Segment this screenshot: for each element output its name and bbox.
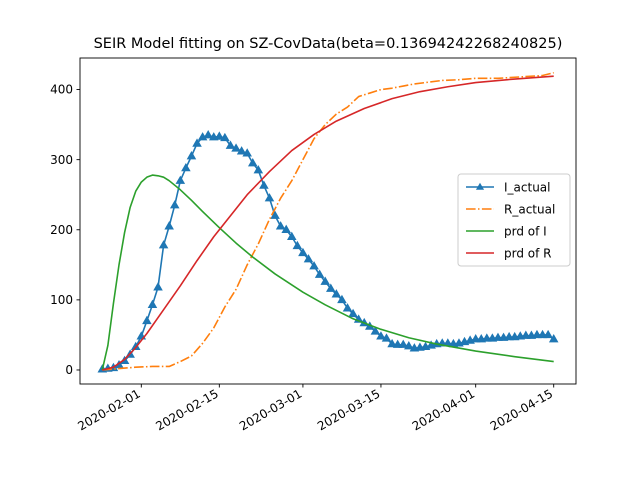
series-line-r-actual: [102, 71, 554, 371]
data-point-i-actual: [309, 261, 319, 270]
data-point-i-actual: [225, 140, 236, 149]
y-tick-label: 300: [50, 153, 73, 167]
legend-box: [457, 173, 571, 267]
data-point-i-actual: [370, 326, 381, 335]
data-point-i-actual: [521, 330, 531, 339]
data-point-i-actual: [192, 138, 202, 147]
plot-area: [97, 71, 559, 373]
data-point-i-actual: [532, 329, 542, 339]
data-point-i-actual: [175, 175, 186, 184]
data-point-i-actual: [493, 332, 503, 341]
data-point-i-actual: [181, 162, 191, 172]
data-point-i-actual: [236, 146, 247, 155]
data-point-i-actual: [281, 224, 291, 233]
data-point-i-actual: [543, 329, 553, 339]
data-point-i-actual: [470, 334, 481, 343]
y-tick-label: 200: [50, 223, 73, 237]
data-point-i-actual: [303, 254, 314, 263]
data-point-i-actual: [348, 308, 358, 318]
data-point-i-actual: [164, 221, 174, 230]
data-point-i-actual: [392, 339, 403, 348]
data-point-i-actual: [247, 158, 258, 167]
data-point-i-actual: [286, 231, 297, 240]
data-point-i-actual: [264, 193, 275, 202]
data-point-i-actual: [381, 333, 392, 342]
data-point-i-actual: [404, 341, 414, 350]
axes-frame: [79, 57, 577, 385]
legend-label-prd-of-r: prd of R: [504, 246, 552, 260]
y-tick-label: 400: [50, 83, 73, 97]
data-point-i-actual: [376, 331, 386, 340]
data-point-i-actual: [398, 339, 409, 348]
chart-title: SEIR Model fitting on SZ-CovData(beta=0.…: [94, 36, 563, 52]
data-point-i-actual: [147, 299, 158, 308]
data-point-i-actual: [292, 240, 303, 250]
data-point-i-actual: [270, 210, 280, 219]
legend-label-prd-of-i: prd of I: [504, 224, 547, 238]
data-point-i-actual: [275, 221, 286, 230]
y-tick-label: 0: [65, 363, 73, 377]
data-point-i-actual: [242, 148, 252, 157]
data-point-i-actual: [298, 247, 308, 257]
data-point-i-actual: [153, 282, 163, 291]
data-point-i-actual: [203, 130, 213, 139]
legend-label-i-actual: I_actual: [504, 180, 551, 194]
data-point-i-actual: [158, 240, 169, 249]
series-line-prd-of-i: [101, 174, 554, 371]
data-point-i-actual: [169, 200, 180, 209]
data-point-i-actual: [337, 294, 347, 304]
data-point-i-actual: [253, 165, 264, 174]
data-point-i-actual: [326, 283, 336, 292]
data-point-i-actual: [186, 151, 197, 160]
data-point-i-actual: [214, 131, 225, 140]
data-point-i-actual: [142, 315, 152, 325]
legend-label-r-actual: R_actual: [504, 202, 555, 216]
data-point-i-actual: [331, 289, 342, 298]
data-point-i-actual: [537, 329, 548, 339]
series-line-prd-of-r: [102, 75, 554, 371]
data-point-i-actual: [387, 338, 397, 348]
data-point-i-actual: [504, 331, 514, 341]
data-point-i-actual: [259, 180, 269, 189]
data-point-i-actual: [320, 276, 330, 285]
series-group: [97, 71, 559, 373]
legend-marker-i-actual: [475, 182, 485, 190]
data-point-i-actual: [342, 303, 353, 312]
y-tick-label: 100: [50, 293, 73, 307]
data-point-i-actual: [314, 269, 325, 278]
data-point-i-actual: [548, 334, 559, 343]
data-point-i-actual: [220, 132, 230, 142]
data-point-i-actual: [482, 333, 492, 342]
data-point-i-actual: [231, 143, 241, 152]
